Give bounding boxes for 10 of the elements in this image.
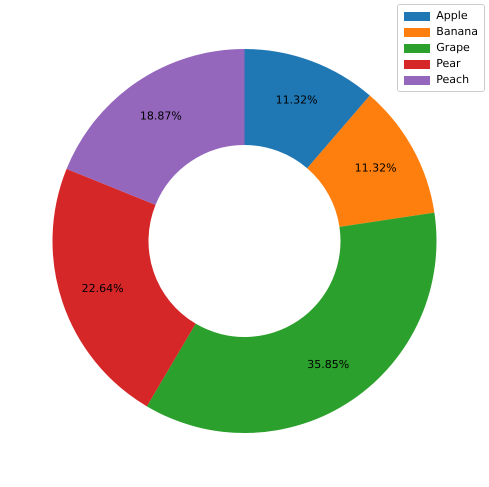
data-label: 11.32%	[354, 162, 397, 175]
legend-label: Apple	[436, 8, 468, 24]
legend-label: Pear	[436, 56, 461, 72]
data-label: 18.87%	[140, 110, 182, 123]
data-label: 11.32%	[276, 93, 318, 106]
legend-label: Grape	[436, 40, 470, 56]
legend-label: Peach	[436, 72, 470, 88]
data-label: 35.85%	[307, 358, 350, 372]
data-label: 22.64%	[82, 282, 124, 295]
legend-label: Banana	[436, 24, 478, 40]
